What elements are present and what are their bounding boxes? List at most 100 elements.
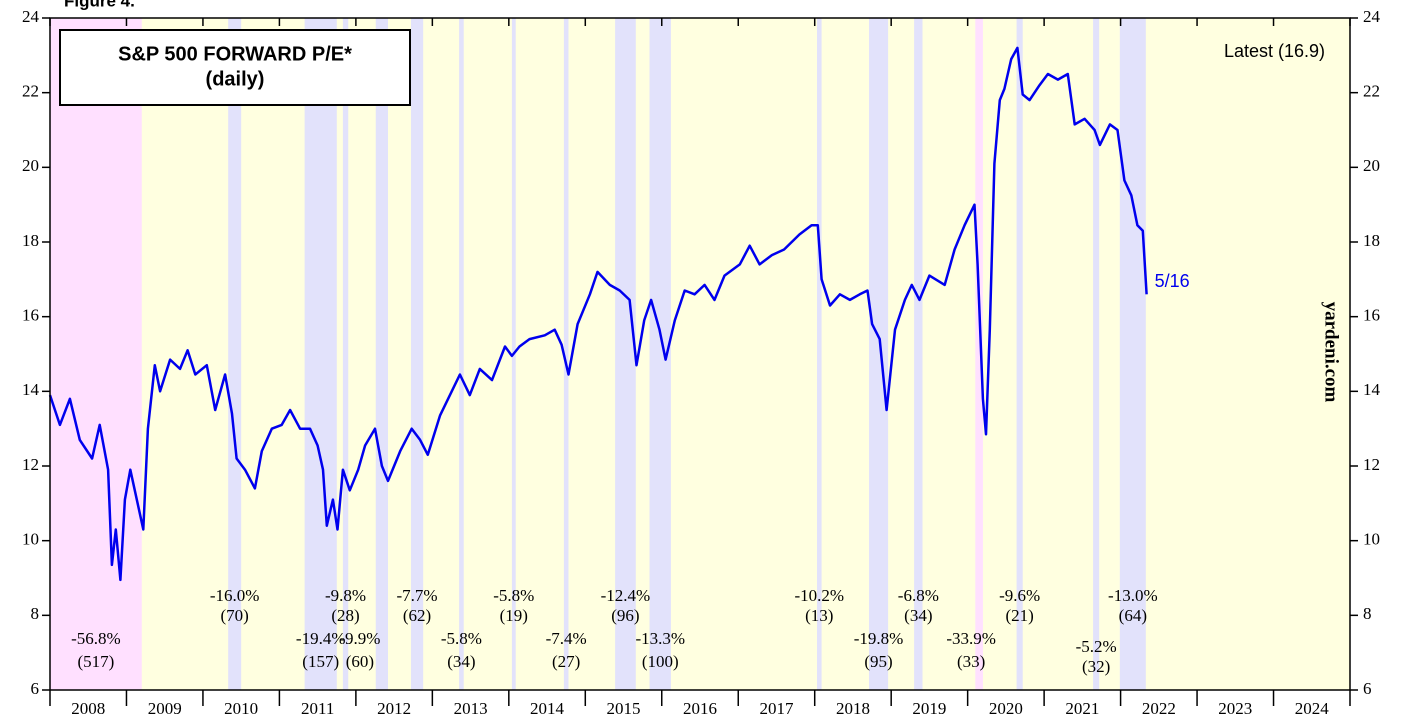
band-days: (95) [864, 652, 892, 671]
y2-tick-label: 12 [1363, 455, 1380, 474]
figure-label: Figure 4. [64, 0, 135, 10]
band [817, 18, 822, 690]
plot-frame [49, 17, 1351, 691]
band-label: -13.3% [635, 629, 685, 648]
y-tick-label: 22 [22, 82, 39, 101]
y2-tick-label: 10 [1363, 530, 1380, 549]
y2-tick-label: 14 [1363, 380, 1381, 399]
band-label: -6.8% [898, 586, 939, 605]
band [975, 18, 983, 690]
band-days: (100) [642, 652, 679, 671]
x-tick-label: 2024 [1295, 699, 1330, 718]
plot-layer [48, 46, 1148, 582]
y-tick-label: 16 [22, 306, 39, 325]
band-label: -5.8% [493, 586, 534, 605]
pe-line [48, 46, 1148, 582]
band [304, 18, 337, 690]
y-tick-label: 18 [22, 231, 39, 250]
band-days: (64) [1119, 606, 1147, 625]
band-label: -33.9% [946, 629, 996, 648]
y-tick-label: 12 [22, 455, 39, 474]
y-tick-label: 24 [22, 7, 40, 26]
x-tick-label: 2022 [1142, 699, 1176, 718]
band [649, 18, 671, 690]
x-tick-label: 2011 [301, 699, 334, 718]
band-label: -13.0% [1108, 586, 1158, 605]
band [228, 18, 242, 690]
band [1093, 18, 1100, 690]
band [1016, 18, 1023, 690]
y-tick-label: 14 [22, 380, 40, 399]
y2-tick-label: 22 [1363, 82, 1380, 101]
band [375, 18, 388, 690]
x-tick-label: 2016 [683, 699, 717, 718]
y2-tick-label: 16 [1363, 306, 1380, 325]
band-days: (96) [611, 606, 639, 625]
band-days: (157) [302, 652, 339, 671]
band-days: (28) [331, 606, 359, 625]
x-tick-label: 2008 [71, 699, 105, 718]
x-tick-label: 2017 [759, 699, 794, 718]
x-tick-label: 2013 [454, 699, 488, 718]
band-label: -12.4% [601, 586, 651, 605]
band [914, 18, 923, 690]
plot-background-layer [50, 18, 1350, 690]
chart-subtitle: (daily) [206, 68, 265, 90]
x-tick-label: 2021 [1065, 699, 1099, 718]
band-days: (13) [805, 606, 833, 625]
band [50, 18, 142, 690]
latest-note: Latest (16.9) [1224, 41, 1325, 61]
band-label: -9.8% [325, 586, 366, 605]
band-label: -9.9% [339, 629, 380, 648]
x-tick-label: 2018 [836, 699, 870, 718]
band-label: -56.8% [71, 629, 121, 648]
band-days: (33) [957, 652, 985, 671]
y2-tick-label: 18 [1363, 231, 1380, 250]
band [342, 18, 349, 690]
band-days: (62) [403, 606, 431, 625]
band-label: -10.2% [795, 586, 845, 605]
y-tick-label: 20 [22, 156, 39, 175]
x-tick-label: 2020 [989, 699, 1023, 718]
band-label: -16.0% [210, 586, 260, 605]
band-label: -5.2% [1076, 637, 1117, 656]
band-days: (27) [552, 652, 580, 671]
title-box [59, 29, 411, 106]
band-days: (60) [346, 652, 374, 671]
y2-tick-label: 6 [1363, 679, 1372, 698]
band-label: -19.8% [854, 629, 904, 648]
band-label: -19.4% [296, 629, 346, 648]
band-days: (34) [447, 652, 475, 671]
band-label: -7.7% [397, 586, 438, 605]
x-tick-label: 2015 [607, 699, 641, 718]
chart-title: S&P 500 FORWARD P/E* [118, 43, 352, 65]
x-tick-label: 2012 [377, 699, 411, 718]
band-days: (34) [904, 606, 932, 625]
band [459, 18, 464, 690]
band-label: -5.8% [441, 629, 482, 648]
end-label: 5/16 [1155, 271, 1190, 291]
band [869, 18, 889, 690]
band-label: -9.6% [999, 586, 1040, 605]
band [615, 18, 636, 690]
band-label: -7.4% [546, 629, 587, 648]
band-days: (32) [1082, 657, 1110, 676]
band-days: (19) [500, 606, 528, 625]
y2-tick-label: 8 [1363, 604, 1372, 623]
band [410, 18, 424, 690]
x-tick-label: 2010 [224, 699, 258, 718]
y2-tick-label: 24 [1363, 7, 1381, 26]
y-tick-label: 10 [22, 530, 39, 549]
band-days: (21) [1005, 606, 1033, 625]
y-tick-label: 8 [31, 604, 40, 623]
x-tick-label: 2023 [1218, 699, 1252, 718]
x-tick-label: 2019 [912, 699, 946, 718]
source: yardeni.com [1321, 302, 1342, 403]
band-days: (517) [77, 652, 114, 671]
x-tick-label: 2009 [148, 699, 182, 718]
band [1119, 18, 1146, 690]
x-tick-label: 2014 [530, 699, 565, 718]
y2-tick-label: 20 [1363, 156, 1380, 175]
band [563, 18, 569, 690]
